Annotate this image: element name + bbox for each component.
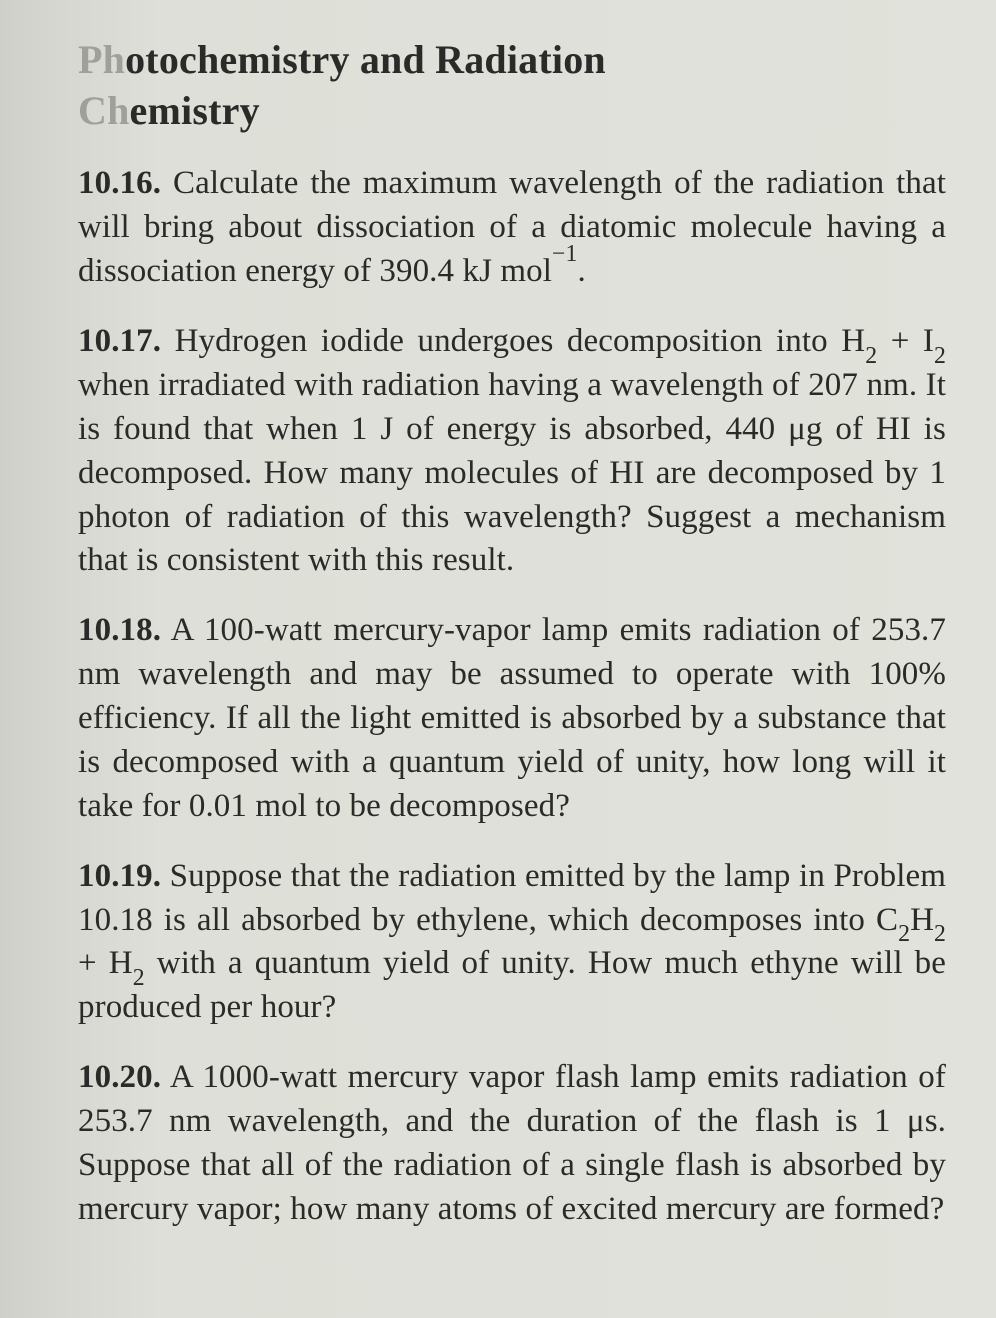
problem-number: 10.16. (78, 165, 161, 201)
problem-number: 10.17. (78, 323, 161, 359)
problem-text-a: Hydrogen iodide undergoes decomposition … (175, 323, 866, 359)
problem-text-tail: . (578, 253, 586, 289)
subscript: 2 (934, 343, 946, 369)
title-line2-faded: Ch (78, 88, 130, 133)
problem-10-17: 10.17. Hydrogen iodide undergoes decompo… (78, 320, 946, 583)
problem-10-20: 10.20. A 1000-watt mercury vapor flash l… (78, 1056, 946, 1232)
section-heading: Photochemistry and Radiation Chemistry (78, 34, 946, 136)
subscript: 2 (133, 965, 145, 991)
problem-text-b: + I (877, 323, 934, 359)
title-line1-faded: Ph (78, 37, 125, 82)
problem-number: 10.18. (78, 612, 161, 648)
problem-text-b: H (910, 902, 934, 938)
problem-10-16: 10.16. Calculate the maximum wavelength … (78, 162, 946, 294)
problem-number: 10.19. (78, 858, 161, 894)
problem-10-18: 10.18. A 100-watt mercury-vapor lamp emi… (78, 609, 946, 828)
problem-text: Calculate the maximum wavelength of the … (78, 165, 946, 289)
problem-text: A 100-watt mercury-vapor lamp emits radi… (78, 612, 946, 824)
subscript: 2 (898, 921, 910, 947)
unit-exponent: −1 (552, 241, 577, 267)
problem-text-c: when irradiated with radiation having a … (78, 367, 946, 579)
title-line2-text: emistry (130, 88, 260, 133)
problem-text-a: Suppose that the radiation emitted by th… (78, 858, 946, 938)
problem-text-c: + H (78, 945, 133, 981)
title-line1-text: otochemistry and Radiation (125, 37, 606, 82)
textbook-page: Photochemistry and Radiation Chemistry 1… (0, 0, 996, 1318)
subscript: 2 (865, 343, 877, 369)
subscript: 2 (934, 921, 946, 947)
problem-10-19: 10.19. Suppose that the radiation emitte… (78, 855, 946, 1031)
problem-text: A 1000-watt mercury vapor flash lamp emi… (78, 1059, 946, 1227)
problem-number: 10.20. (78, 1059, 161, 1095)
problem-text-d: with a quantum yield of unity. How much … (78, 945, 946, 1025)
